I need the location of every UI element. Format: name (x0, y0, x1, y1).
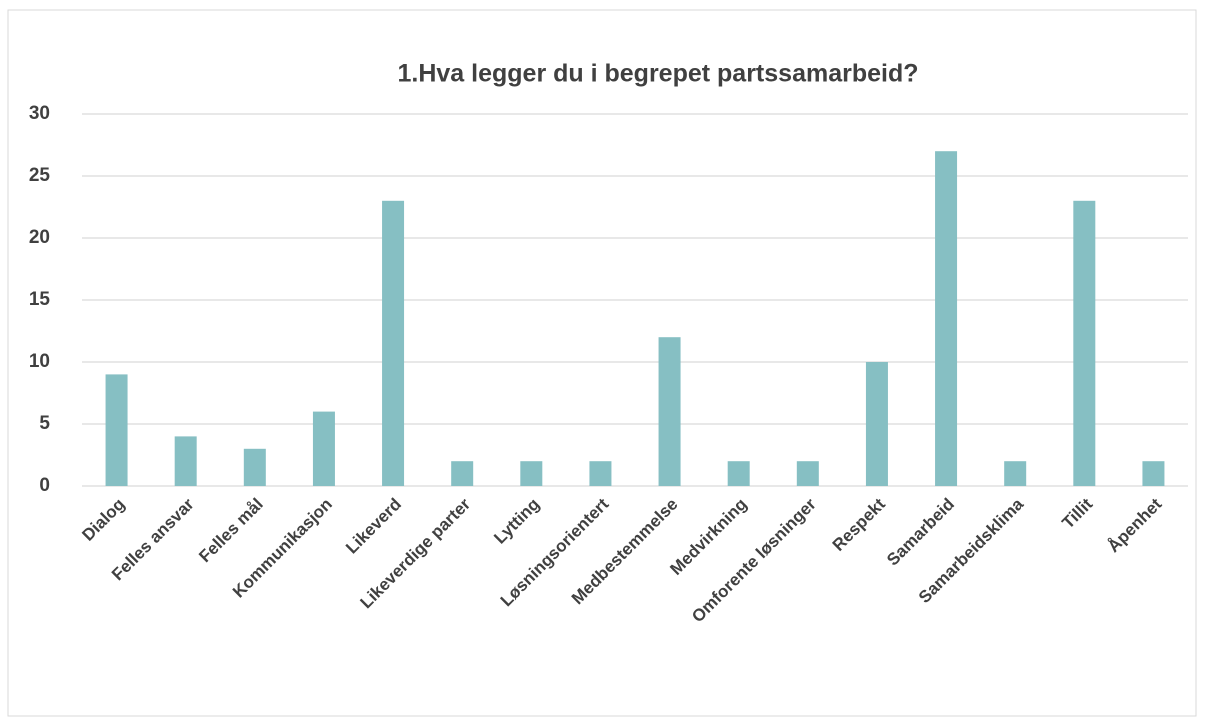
bar (1142, 461, 1165, 486)
y-tick-label: 15 (29, 289, 51, 310)
bar (589, 461, 612, 486)
bar (727, 461, 750, 486)
x-tick-label: Åpenhet (1104, 494, 1166, 556)
y-tick-label: 0 (39, 475, 50, 496)
x-tick-label: Dialog (78, 495, 128, 545)
x-tick-label: Respekt (829, 494, 889, 554)
x-tick-label: Lytting (490, 495, 543, 548)
bar (865, 362, 888, 486)
x-tick-label: Likeverd (342, 495, 405, 558)
bar (174, 436, 197, 486)
bar (796, 461, 819, 486)
x-tick-label: Omforente løsninger (688, 494, 820, 626)
y-tick-label: 10 (29, 351, 50, 372)
bar (451, 461, 474, 486)
y-tick-label: 30 (29, 103, 50, 124)
chart-border (7, 9, 1197, 717)
bar (1073, 200, 1096, 487)
bar (105, 374, 128, 486)
bar (1004, 461, 1027, 486)
bar (382, 200, 405, 487)
x-tick-label: Felles mål (195, 495, 267, 567)
y-tick-label: 20 (29, 227, 50, 248)
y-tick-label: 25 (29, 165, 51, 186)
bar (312, 411, 335, 486)
y-tick-label: 5 (39, 413, 50, 434)
bar (243, 448, 266, 486)
bar (935, 151, 958, 486)
bar (658, 337, 681, 486)
bar (520, 461, 543, 486)
chart-title: 1.Hva legger du i begrepet partssamarbei… (398, 60, 919, 88)
x-tick-label: Tillit (1058, 494, 1096, 532)
x-tick-label: Samarbeid (883, 495, 958, 570)
